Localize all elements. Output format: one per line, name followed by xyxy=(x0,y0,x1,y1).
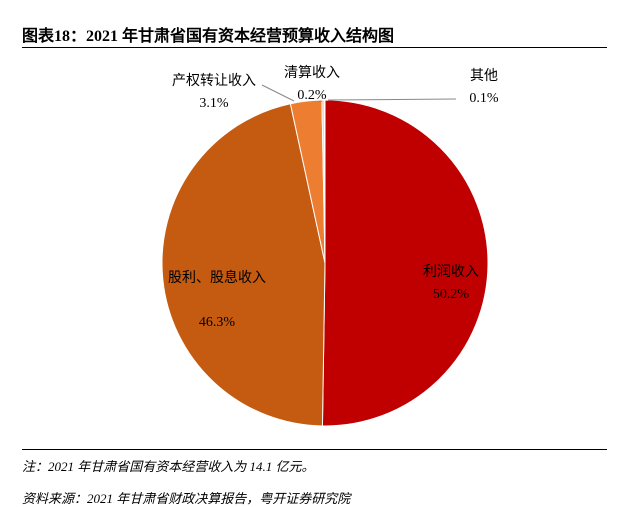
chart-title: 图表18：2021 年甘肃省国有资本经营预算收入结构图 xyxy=(22,28,395,45)
slice-label: 其他 xyxy=(470,68,498,84)
title-divider xyxy=(22,47,607,48)
slice-value-label: 0.2% xyxy=(297,88,327,103)
slice-label: 产权转让收入 xyxy=(172,73,256,89)
slice-value-label: 3.1% xyxy=(199,96,229,111)
pie-slice xyxy=(323,99,326,264)
leader-line xyxy=(261,84,295,102)
slice-value-label: 0.1% xyxy=(469,91,499,106)
slice-label: 利润收入 xyxy=(423,264,479,280)
footer-divider xyxy=(22,449,607,450)
slice-label: 股利、股息收入 xyxy=(168,269,266,286)
slice-value-label: 50.2% xyxy=(433,287,470,302)
leader-line xyxy=(327,98,457,101)
leader-line xyxy=(317,100,323,103)
chart-note: 注：2021 年甘肃省国有资本经营收入为 14.1 亿元。 xyxy=(22,459,315,474)
slice-label: 清算收入 xyxy=(284,65,340,81)
pie-slice xyxy=(321,99,489,427)
chart-source: 资料来源：2021 年甘肃省财政决算报告，粤开证券研究院 xyxy=(22,491,351,506)
pie-slice xyxy=(161,103,326,427)
slice-value-label: 46.3% xyxy=(199,315,236,330)
